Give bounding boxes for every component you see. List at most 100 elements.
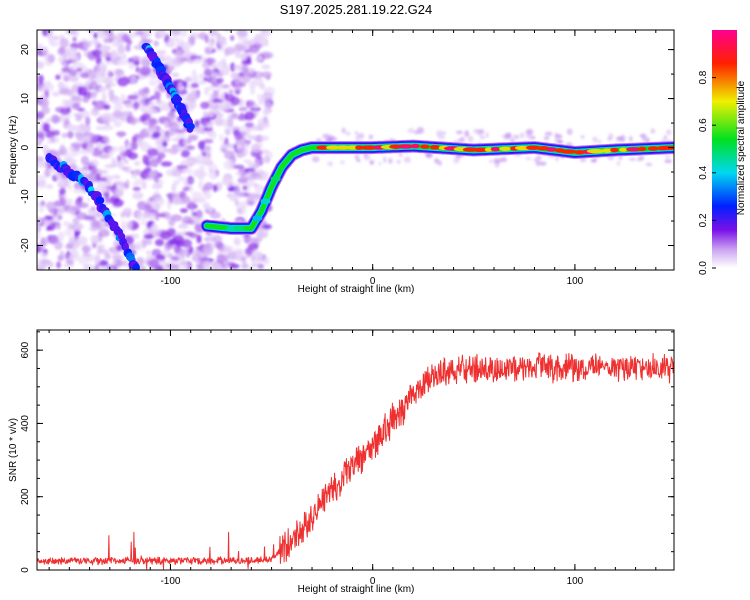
secondary-ridge — [141, 42, 195, 133]
noise-speckle — [140, 59, 152, 68]
noise-speckle — [81, 245, 92, 253]
noise-speckle — [98, 169, 109, 175]
noise-speckle — [244, 253, 250, 259]
noise-speckle — [169, 147, 178, 155]
noise-speckle — [44, 160, 50, 170]
noise-speckle — [202, 157, 213, 165]
noise-speckle — [95, 55, 102, 65]
noise-speckle — [242, 185, 248, 191]
noise-speckle — [263, 38, 269, 47]
noise-speckle — [149, 95, 156, 101]
noise-speckle — [72, 217, 80, 225]
noise-speckle — [489, 159, 494, 163]
noise-speckle — [240, 255, 247, 263]
main-ridge-hotspot — [626, 147, 642, 152]
noise-speckle — [182, 186, 190, 192]
main-ridge-hotspot — [601, 148, 613, 153]
noise-speckle — [70, 95, 82, 102]
noise-speckle — [117, 45, 126, 54]
colorbar: 0.0 0.2 0.4 0.6 0.8 Normalized spectral ampl… — [698, 30, 747, 275]
noise-speckle — [98, 45, 109, 53]
noise-speckle — [102, 266, 115, 270]
noise-speckle — [136, 96, 146, 102]
noise-speckle — [260, 135, 270, 142]
noise-speckle — [55, 74, 61, 80]
noise-speckle — [164, 211, 171, 221]
noise-speckle — [55, 224, 61, 230]
noise-speckle — [455, 130, 463, 135]
noise-speckle — [442, 131, 447, 135]
noise-speckle — [256, 93, 263, 101]
main-ridge-hotspot — [637, 146, 647, 152]
noise-speckle — [94, 212, 105, 218]
noise-speckle — [198, 173, 204, 182]
noise-speckle — [132, 186, 141, 192]
noise-speckle — [223, 150, 235, 160]
noise-speckle — [650, 128, 656, 134]
noise-speckle — [204, 34, 209, 44]
noise-speckle — [457, 138, 465, 143]
top-x-tick-label: 0 — [370, 276, 376, 287]
noise-speckle — [210, 211, 221, 219]
noise-speckle — [120, 219, 126, 226]
noise-speckle — [513, 134, 520, 140]
noise-speckle — [142, 30, 152, 38]
main-ridge-hotspot — [484, 147, 493, 152]
noise-speckle — [189, 101, 197, 109]
noise-speckle — [87, 30, 94, 34]
noise-speckle — [248, 44, 260, 54]
noise-speckle — [103, 125, 114, 131]
noise-speckle — [122, 166, 128, 172]
main-ridge-hotspot — [647, 146, 659, 151]
noise-speckle — [84, 134, 92, 143]
noise-speckle — [224, 137, 229, 146]
noise-speckle — [137, 200, 147, 211]
noise-speckle — [52, 129, 60, 137]
noise-speckle — [107, 82, 116, 87]
noise-speckle — [85, 255, 91, 263]
colorbar-tick-label: 0.8 — [698, 70, 709, 84]
noise-speckle — [66, 259, 74, 266]
noise-speckle — [479, 135, 486, 140]
noise-speckle — [388, 157, 393, 164]
noise-speckle — [453, 157, 460, 164]
noise-speckle — [131, 55, 141, 62]
bottom-y-tick-label: 400 — [20, 415, 31, 432]
noise-speckle — [90, 133, 98, 144]
noise-speckle — [505, 133, 513, 137]
noise-speckle — [101, 92, 107, 102]
noise-speckle — [58, 178, 65, 186]
noise-speckle — [177, 82, 183, 92]
colorbar-tick-label: 0.0 — [698, 261, 709, 275]
noise-speckle — [663, 135, 668, 139]
noise-speckle — [59, 197, 66, 206]
heatmap-layer — [37, 30, 674, 270]
noise-speckle — [114, 174, 121, 180]
noise-speckle — [368, 134, 374, 140]
noise-speckle — [592, 136, 598, 143]
noise-speckle — [116, 244, 124, 252]
noise-speckle — [91, 49, 103, 57]
noise-speckle — [244, 128, 250, 138]
noise-speckle — [186, 92, 198, 102]
noise-speckle — [46, 32, 53, 41]
main-ridge-hotspot — [472, 147, 489, 153]
noise-speckle — [93, 32, 98, 39]
noise-speckle — [544, 131, 553, 137]
noise-speckle — [171, 196, 182, 206]
noise-speckle — [102, 228, 109, 237]
noise-speckle — [231, 112, 239, 119]
noise-speckle — [66, 123, 72, 132]
noise-speckle — [90, 234, 101, 244]
bottom-x-axis-label: Height of straight line (km) — [298, 584, 415, 595]
noise-speckle — [47, 235, 53, 240]
noise-speckle — [59, 187, 66, 196]
noise-speckle — [57, 231, 65, 242]
noise-speckle — [223, 30, 233, 33]
noise-speckle — [186, 219, 195, 225]
noise-speckle — [81, 252, 92, 257]
noise-speckle — [159, 106, 166, 112]
noise-speckle — [144, 92, 150, 99]
noise-speckle — [72, 36, 77, 42]
